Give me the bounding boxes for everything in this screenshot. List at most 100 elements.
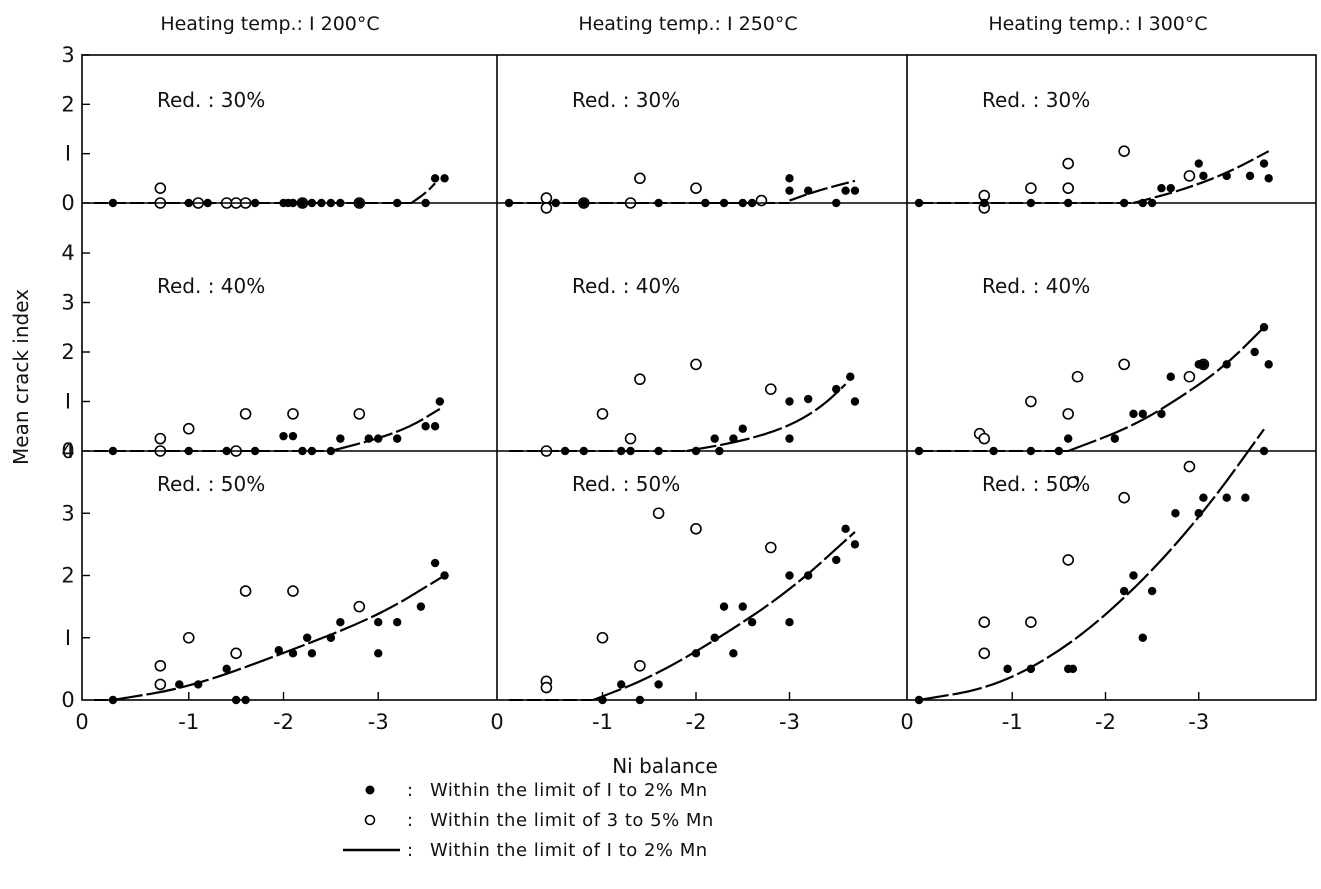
panel-label: Red. : 40% (982, 274, 1090, 298)
legend-hollow-text: Within the limit of 3 to 5% Mn (430, 810, 714, 831)
hollow-point (155, 434, 165, 444)
filled-point (1157, 410, 1165, 418)
hollow-point (626, 434, 636, 444)
filled-point (1223, 360, 1231, 368)
filled-point (1223, 493, 1231, 501)
filled-point (804, 186, 812, 194)
filled-point (275, 646, 283, 654)
hollow-point (1073, 372, 1083, 382)
filled-point (846, 373, 854, 381)
filled-point (308, 649, 316, 657)
filled-point (175, 680, 183, 688)
filled-point (431, 559, 439, 567)
hollow-point (635, 661, 645, 671)
x-tick-label: -3 (779, 710, 800, 734)
filled-point (393, 434, 401, 442)
x-tick-label: 0 (900, 710, 913, 734)
filled-point (1199, 172, 1207, 180)
panel-1-1: Red. : 40% (509, 274, 859, 456)
trend-curve (919, 429, 1264, 700)
filled-point (851, 540, 859, 548)
filled-point (279, 432, 287, 440)
panel-1-2: Red. : 50% (509, 472, 859, 704)
filled-point (1241, 493, 1249, 501)
column-title-1300: Heating temp.: I 300°C (988, 13, 1207, 35)
filled-point (1246, 172, 1254, 180)
filled-point (327, 634, 335, 642)
filled-point (1260, 323, 1268, 331)
filled-point (785, 434, 793, 442)
filled-point (785, 186, 793, 194)
y-tick-label: I (65, 142, 71, 166)
x-tick-label: -1 (592, 710, 613, 734)
filled-point (336, 618, 344, 626)
hollow-point (1068, 477, 1078, 487)
legend-line-separator: : (407, 840, 414, 861)
panel-2-2: Red. : 50% (915, 429, 1268, 704)
panel-2-1: Red. : 40% (915, 274, 1273, 455)
filled-point (1064, 434, 1072, 442)
hollow-point (1063, 183, 1073, 193)
filled-point (440, 174, 448, 182)
filled-point (1027, 665, 1035, 673)
filled-point (654, 680, 662, 688)
panel-0-1: Red. : 40% (94, 274, 444, 456)
filled-point (739, 602, 747, 610)
filled-point (692, 649, 700, 657)
legend-hollow-separator: : (407, 810, 414, 831)
y-tick-label: I (65, 390, 71, 414)
x-tick-label: -2 (686, 710, 707, 734)
hollow-point (354, 602, 364, 612)
hollow-point (979, 617, 989, 627)
hollow-point (691, 359, 701, 369)
y-tick-label: 3 (61, 501, 74, 525)
hollow-point (1063, 159, 1073, 169)
filled-point (832, 556, 840, 564)
filled-point (194, 680, 202, 688)
filled-point (785, 571, 793, 579)
legend-filled-marker (366, 786, 375, 795)
filled-point (431, 174, 439, 182)
hollow-point (1184, 171, 1194, 181)
filled-point (1139, 410, 1147, 418)
filled-point (1223, 172, 1231, 180)
hollow-point (231, 648, 241, 658)
hollow-point (1026, 617, 1036, 627)
filled-point (1129, 410, 1137, 418)
filled-point (1195, 509, 1203, 517)
filled-point (841, 525, 849, 533)
y-tick-label: 0 (61, 688, 74, 712)
filled-point (1003, 665, 1011, 673)
x-tick-label: -1 (178, 710, 199, 734)
x-axis-label: Ni balance (612, 754, 718, 778)
x-tick-label: -2 (1095, 710, 1116, 734)
filled-point (851, 397, 859, 405)
x-tick-label: -1 (1002, 710, 1023, 734)
filled-point (431, 422, 439, 430)
hollow-point (541, 193, 551, 203)
filled-point (1167, 373, 1175, 381)
filled-point (417, 602, 425, 610)
hollow-point (654, 508, 664, 518)
hollow-point (766, 384, 776, 394)
filled-point (1148, 587, 1156, 595)
filled-point (1260, 159, 1268, 167)
filled-point (1199, 360, 1207, 368)
panel-2-0: Red. : 30% (915, 88, 1273, 213)
hollow-point (1063, 555, 1073, 565)
x-tick-label: -3 (1188, 710, 1209, 734)
hollow-point (155, 679, 165, 689)
plot-frame (82, 55, 1316, 700)
panel-0-0: Red. : 30% (94, 88, 449, 208)
panel-label: Red. : 30% (982, 88, 1090, 112)
x-tick-label: 0 (490, 710, 503, 734)
column-title-1250: Heating temp.: I 250°C (578, 13, 797, 35)
panel-label: Red. : 40% (572, 274, 680, 298)
hollow-point (184, 633, 194, 643)
trend-curve (1068, 327, 1264, 451)
legend: : Within the limit of I to 2% Mn : Withi… (343, 780, 714, 861)
hollow-point (1063, 409, 1073, 419)
filled-point (785, 397, 793, 405)
filled-point (1120, 587, 1128, 595)
